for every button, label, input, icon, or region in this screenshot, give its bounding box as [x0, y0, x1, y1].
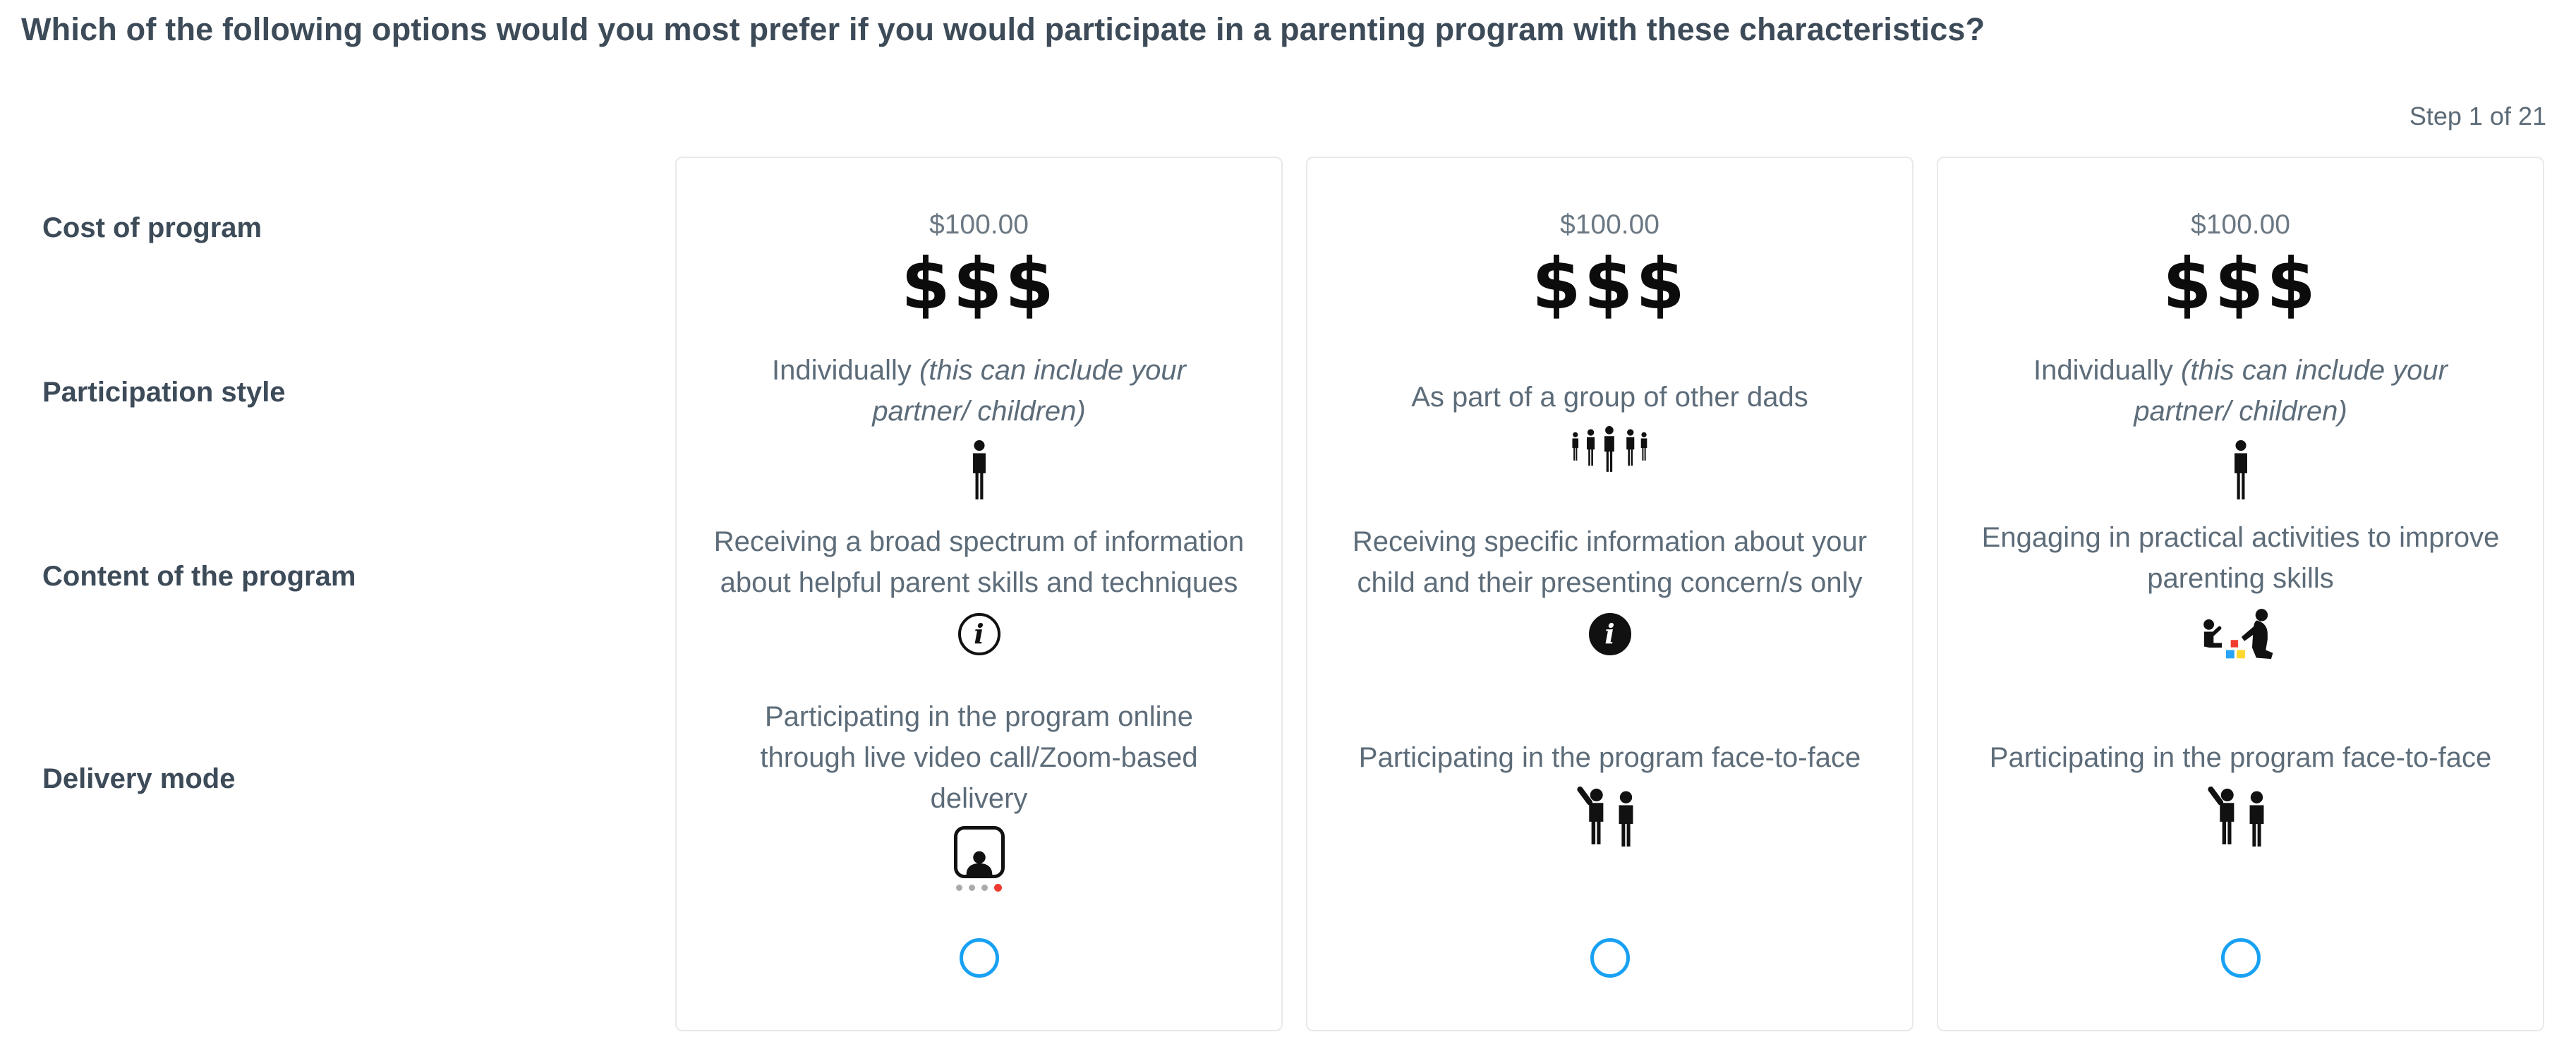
option-2-content-cell: Receiving specific information about you… [1307, 499, 1912, 677]
option-card-2[interactable]: $100.00 $$$ As part of a group of other … [1306, 157, 1913, 1031]
page-title: Which of the following options would you… [21, 11, 1985, 47]
cost-value: $100.00 [2191, 210, 2290, 241]
option-3-participation-cell: Individually (this can include your part… [1938, 350, 2543, 499]
dollar-signs-icon: $$$ [2163, 242, 2318, 325]
option-2-radio[interactable] [1590, 938, 1630, 978]
info-filled-icon: i [1588, 613, 1631, 655]
cost-value: $100.00 [1560, 210, 1659, 241]
attribute-labels-column: Cost of program Participation style Cont… [42, 157, 675, 1031]
video-call-buttons [956, 883, 1002, 892]
option-1-content-cell: Receiving a broad spectrum of informatio… [677, 499, 1281, 677]
content-text: Receiving specific information about you… [1352, 526, 1868, 598]
option-3-radio-cell [1938, 910, 2543, 1030]
option-card-1[interactable]: $100.00 $$$ Individually (this can inclu… [675, 157, 1283, 1031]
step-indicator: Step 1 of 21 [2409, 102, 2546, 130]
info-outline-icon: i [957, 613, 1000, 655]
option-3-delivery-cell: Participating in the program face-to-fac… [1938, 677, 2543, 910]
option-1-delivery-cell: Participating in the program online thro… [677, 677, 1281, 910]
participation-text: As part of a group of other dads [1411, 381, 1808, 413]
option-1-radio[interactable] [959, 938, 999, 978]
delivery-text: Participating in the program face-to-fac… [1989, 742, 2492, 773]
video-call-icon [953, 825, 1005, 892]
option-2-delivery-cell: Participating in the program face-to-fac… [1307, 677, 1912, 910]
option-3-radio[interactable] [2220, 938, 2261, 978]
option-2-participation-cell: As part of a group of other dads [1307, 350, 1912, 499]
option-3-cost-cell: $100.00 $$$ [1938, 158, 2543, 350]
record-dot-icon [994, 883, 1002, 892]
attribute-label-cost: Cost of program [42, 212, 262, 243]
content-text: Receiving a broad spectrum of informatio… [713, 526, 1245, 598]
parent-child-play-icon [2203, 609, 2273, 660]
option-2-radio-cell [1307, 910, 1912, 1030]
face-to-face-icon [2207, 787, 2263, 847]
option-1-participation-cell: Individually (this can include your part… [677, 350, 1281, 499]
participation-text: Individually (this can include your part… [772, 355, 1186, 427]
single-person-icon [972, 440, 986, 499]
dollar-signs-icon: $$$ [901, 242, 1057, 325]
attribute-label-delivery: Delivery mode [42, 763, 236, 794]
option-1-cost-cell: $100.00 $$$ [677, 158, 1281, 350]
attribute-label-participation: Participation style [42, 377, 286, 408]
option-2-cost-cell: $100.00 $$$ [1307, 158, 1912, 350]
participation-text: Individually (this can include your part… [2033, 355, 2448, 427]
face-to-face-icon [1576, 787, 1633, 847]
delivery-text: Participating in the program online thro… [760, 700, 1198, 814]
delivery-text: Participating in the program face-to-fac… [1358, 742, 1861, 773]
cost-value: $100.00 [929, 210, 1029, 241]
dollar-signs-icon: $$$ [1532, 242, 1688, 325]
group-of-dads-icon [1571, 425, 1647, 472]
option-3-content-cell: Engaging in practical activities to impr… [1938, 499, 2543, 677]
content-text: Engaging in practical activities to impr… [1981, 522, 2500, 594]
attribute-label-content: Content of the program [42, 561, 356, 592]
option-1-radio-cell [677, 910, 1281, 1030]
choice-table: Cost of program Participation style Cont… [42, 157, 2544, 1031]
single-person-icon [2234, 440, 2247, 499]
option-card-3[interactable]: $100.00 $$$ Individually (this can inclu… [1937, 157, 2544, 1031]
